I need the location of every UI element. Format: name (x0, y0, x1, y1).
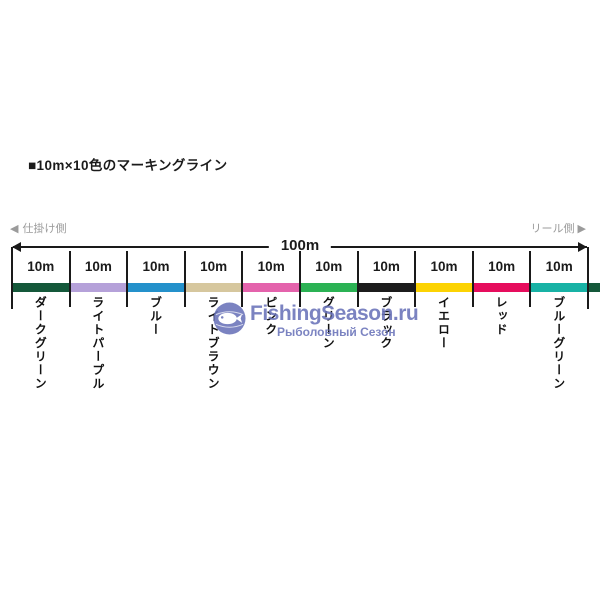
segment-length-label: 10m (200, 259, 228, 274)
direction-label-rig-side: ◀ 仕掛け側 (10, 220, 67, 236)
tick-line (126, 251, 129, 307)
segment-color-bar-blue-green (530, 283, 588, 292)
tick-line (299, 251, 301, 307)
next-pattern-bar-sliver (589, 283, 600, 292)
segment-yellow: 10m イエロー (415, 255, 473, 425)
direction-label-right-text: リール側 (530, 223, 575, 235)
tick-line (587, 247, 589, 309)
segment-color-name: グリーン (321, 296, 336, 350)
watermark-name: FishingSeason.ru (250, 302, 419, 325)
segment-light-brown: 10m ライトブラウン (184, 255, 243, 425)
tick-line (356, 251, 359, 307)
watermark-subtitle: Рыболовный Сезон (277, 325, 396, 339)
segment-length-label: 10m (430, 259, 458, 274)
segment-color-bar-yellow (415, 283, 473, 292)
segment-green: 10m グリーン (300, 255, 358, 425)
page-title: ■10m×10色のマーキングライン (28, 158, 228, 173)
segment-length-label: 10m (372, 259, 400, 274)
segment-pink: 10m ピンク (242, 255, 300, 425)
tick-line (471, 251, 474, 307)
segment-color-bar-red (472, 283, 531, 292)
segment-color-name: ブルーグリーン (551, 296, 566, 391)
segment-color-bar-black (357, 283, 416, 292)
segment-black: 10m ブラック (357, 255, 416, 425)
segment-length-label: 10m (27, 259, 55, 274)
segment-color-bar-dark-green (12, 283, 70, 292)
segment-color-name: ブラック (378, 296, 393, 350)
watermark: FishingSeason.ru Рыболовный Сезон (213, 302, 419, 339)
watermark-text: FishingSeason.ru Рыболовный Сезон (250, 302, 419, 339)
arrowhead-right-icon (578, 242, 587, 252)
segment-color-name: ブルー (148, 296, 163, 337)
segment-blue-green: 10m ブルーグリーン (530, 255, 588, 425)
segment-color-name: ピンク (263, 296, 278, 337)
segment-color-bar-light-brown (184, 283, 243, 292)
direction-label-reel-side: リール側 ▶ (530, 220, 587, 236)
segment-color-name: ライトパープル (90, 296, 105, 391)
segment-color-bar-pink (242, 283, 300, 292)
segment-length-label: 10m (315, 259, 343, 274)
segment-light-purple: 10m ライトパープル (69, 255, 128, 425)
arrow-right-icon: ▶ (577, 223, 587, 235)
segment-color-bar-blue (127, 283, 185, 292)
segment-blue: 10m ブルー (127, 255, 185, 425)
segment-dark-green: 10m ダークグリーン (12, 255, 70, 425)
segment-color-name: レッド (494, 296, 509, 337)
segment-color-bar-light-purple (69, 283, 128, 292)
segment-length-label: 10m (488, 259, 516, 274)
tick-line (68, 251, 71, 307)
total-length-label: 100m (268, 237, 332, 254)
fish-globe-icon (213, 302, 246, 335)
segment-color-bar-green (300, 283, 358, 292)
tick-line (529, 251, 532, 307)
tick-line (183, 251, 186, 307)
tick-line (241, 251, 244, 307)
segment-color-name: イエロー (436, 296, 451, 350)
arrowhead-left-icon (12, 242, 21, 252)
segment-length-label: 10m (545, 259, 573, 274)
segment-red: 10m レッド (472, 255, 531, 425)
tick-line (11, 247, 13, 309)
segment-color-name: ダークグリーン (33, 296, 48, 391)
tick-line (414, 251, 417, 307)
direction-label-left-text: 仕掛け側 (22, 223, 67, 235)
segment-length-label: 10m (257, 259, 285, 274)
segment-length-label: 10m (142, 259, 170, 274)
arrow-left-icon: ◀ (10, 223, 20, 235)
segment-length-label: 10m (84, 259, 112, 274)
